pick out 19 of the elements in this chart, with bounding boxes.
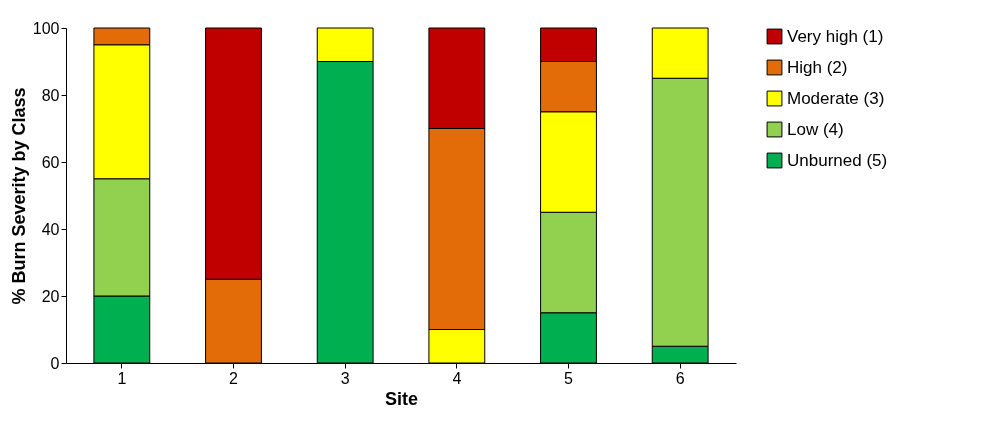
legend-label: High (2): [787, 57, 848, 77]
y-tick-label: 60: [41, 153, 60, 171]
x-axis-title: Site: [384, 388, 419, 409]
x-tick-label: 5: [564, 369, 574, 387]
y-tick-label: 20: [41, 287, 60, 305]
x-tick-label: 1: [117, 369, 127, 387]
y-tick-label: 40: [41, 220, 60, 238]
y-tick-label: 0: [50, 354, 60, 372]
x-tick-label: 4: [452, 369, 462, 387]
y-tick-label: 100: [32, 19, 60, 37]
legend-label: Moderate (3): [787, 88, 885, 108]
x-tick-label: 6: [675, 369, 685, 387]
x-tick-label: 3: [340, 369, 350, 387]
legend-label: Low (4): [787, 119, 844, 139]
y-tick-label: 80: [41, 86, 60, 104]
x-tick-label: 2: [229, 369, 239, 387]
legend-label: Unburned (5): [787, 150, 888, 170]
y-axis-title: % Burn Severity by Class: [8, 87, 29, 305]
legend-label: Very high (1): [787, 26, 884, 46]
